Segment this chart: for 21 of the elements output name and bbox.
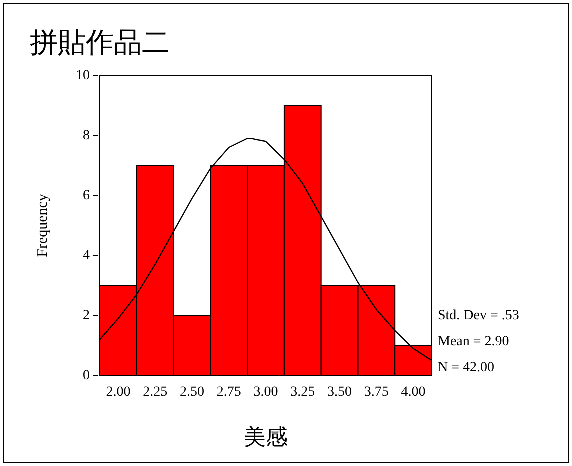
chart-title: 拼貼作品二 — [30, 28, 170, 60]
y-tick-label: 8 — [83, 128, 90, 144]
y-tick-label: 2 — [83, 308, 90, 324]
x-tick-label: 2.50 — [180, 384, 204, 400]
y-tick-label: 10 — [76, 68, 90, 84]
x-tick-label: 3.00 — [254, 384, 278, 400]
x-tick-label: 2.00 — [106, 384, 131, 400]
text: N = 42.00 — [438, 360, 495, 376]
x-tick-label: 3.50 — [328, 384, 352, 400]
text: Std. Dev = .53 — [438, 308, 520, 324]
x-tick-label: 3.25 — [290, 384, 316, 400]
x-tick-label: 2.75 — [216, 384, 242, 400]
y-axis-title: Frequency — [34, 194, 51, 258]
y-tick-label: 6 — [83, 188, 90, 204]
x-tick-label: 4.00 — [401, 384, 426, 400]
x-axis-title: 美感 — [244, 424, 288, 450]
y-tick-label: 0 — [83, 368, 90, 384]
x-tick-label: 2.25 — [143, 384, 168, 400]
x-tick-label: 3.75 — [364, 384, 389, 400]
y-tick-label: 4 — [83, 248, 90, 264]
text: Mean = 2.90 — [438, 334, 510, 350]
